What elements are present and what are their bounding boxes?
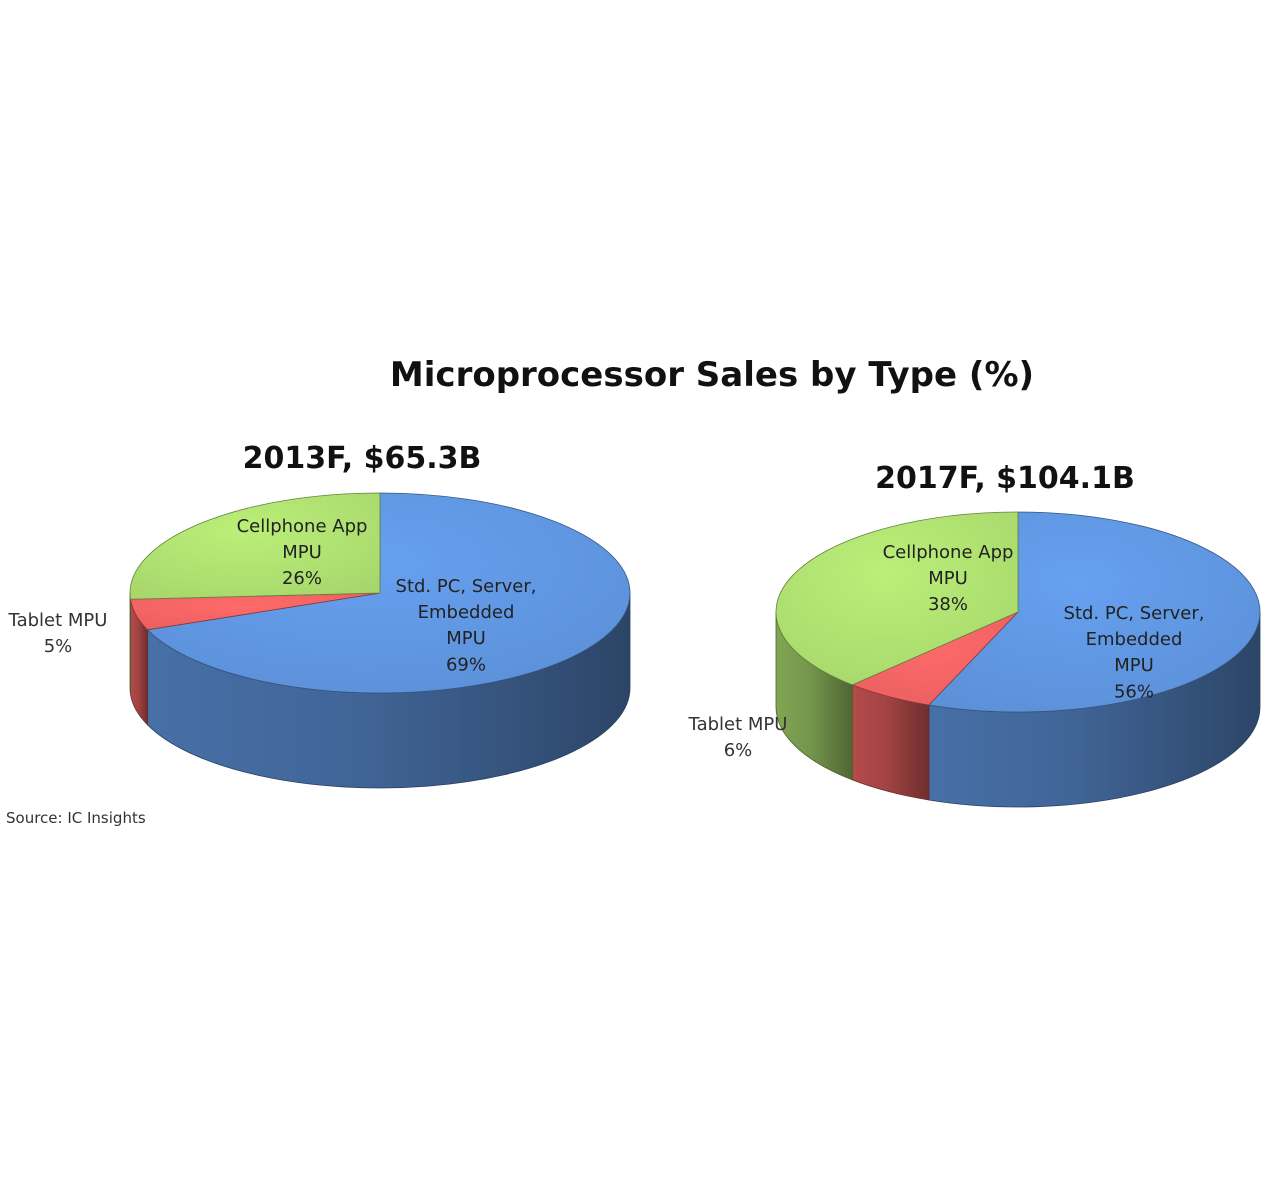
pie-chart-2013: Std. PC, Server, Embedded MPU 69% Tablet MPU… bbox=[8, 492, 631, 789]
pie-2013-label-std-pc-server-embedded-mpu: Std. PC, Server, Embedded MPU 69% bbox=[396, 576, 537, 675]
pie-2013-label-tablet-mpu: Tablet MPU 5% bbox=[8, 610, 108, 657]
source-note: Source: IC Insights bbox=[6, 809, 146, 827]
pie-2013-slice-cellphone-app-mpu bbox=[129, 492, 381, 600]
pie-2017-label-cellphone-app-mpu: Cellphone App MPU 38% bbox=[883, 542, 1014, 615]
figure-title: Microprocessor Sales by Type (%) bbox=[390, 355, 1034, 395]
pie-2013-label-cellphone-app-mpu: Cellphone App MPU 26% bbox=[237, 516, 368, 589]
pie-2017-label-tablet-mpu: Tablet MPU 6% bbox=[688, 714, 788, 761]
pie-2017-slice-cellphone-app-mpu bbox=[775, 511, 1019, 686]
pie-2013-slice-std-pc-server-embedded-mpu bbox=[146, 492, 631, 694]
pie-2013-title: 2013F, $65.3B bbox=[243, 441, 482, 476]
pie-2017-label-std-pc-server-embedded-mpu: Std. PC, Server, Embedded MPU 56% bbox=[1064, 603, 1205, 702]
pie-2017-title: 2017F, $104.1B bbox=[875, 461, 1135, 496]
pie-2017-slice-std-pc-server-embedded-mpu bbox=[928, 511, 1261, 713]
pie-chart-2017: Std. PC, Server, Embedded MPU 56% Tablet MPU… bbox=[688, 511, 1261, 808]
